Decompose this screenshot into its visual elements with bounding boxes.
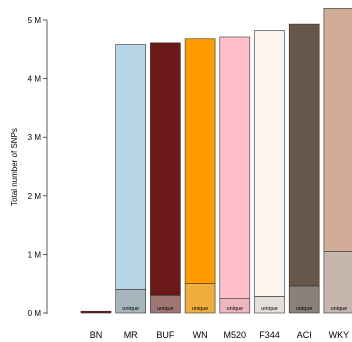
bar-unique [288,285,320,314]
bar-group-wn: unique [184,38,216,314]
y-tick-label: 1 M [28,250,42,259]
x-tick-label: WKY [329,330,350,340]
x-tick-label: WN [193,330,208,340]
bar-unique [80,310,112,314]
y-axis-label: Total number of SNPs [10,128,19,206]
bar-group-wky: unique [323,7,352,314]
x-tick-label: ACI [297,330,312,340]
x-tick-label: M520 [224,330,247,340]
bar-shared [184,38,216,284]
bar-shared [323,7,352,252]
bar-shared [288,23,320,287]
y-tick-label: 5 M [28,16,42,25]
unique-label: unique [331,306,348,312]
y-tick-label: 2 M [28,192,42,201]
bar-unique [184,283,216,314]
x-tick-label: BUF [156,330,175,340]
bar-group-buf: unique [150,42,181,314]
y-axis: 0 M 1 M 2 M 3 M 4 M 5 M [28,16,48,318]
x-tick-label: MR [124,330,138,340]
unique-label: unique [261,306,278,312]
bar-group-aci: unique [288,23,320,314]
bar-shared [150,42,181,296]
bar-shared [219,36,251,299]
bar-unique [323,251,352,314]
unique-label: unique [227,306,244,312]
unique-label: unique [122,306,139,312]
x-axis-labels: BN MR BUF WN M520 F344 ACI WKY [90,330,349,340]
bar-unique [254,296,285,314]
y-tick-label: 0 M [28,309,42,318]
unique-label: unique [157,306,174,312]
bar-unique [219,298,251,314]
x-tick-label: F344 [259,330,280,340]
bar-unique [115,289,146,314]
bar-unique [150,295,181,314]
bars: unique unique unique unique unique unique uniq… [80,7,352,314]
y-tick-label: 3 M [28,133,42,142]
y-tick-label: 4 M [28,75,42,84]
bar-group-bn [80,310,112,314]
x-tick-label: BN [90,330,103,340]
bar-shared [115,44,146,290]
bar-group-m520: unique [219,36,251,314]
unique-label: unique [192,306,209,312]
bar-shared [254,30,285,297]
bar-group-mr: unique [115,44,146,314]
unique-label: unique [296,306,313,312]
bar-group-f344: unique [254,30,285,314]
